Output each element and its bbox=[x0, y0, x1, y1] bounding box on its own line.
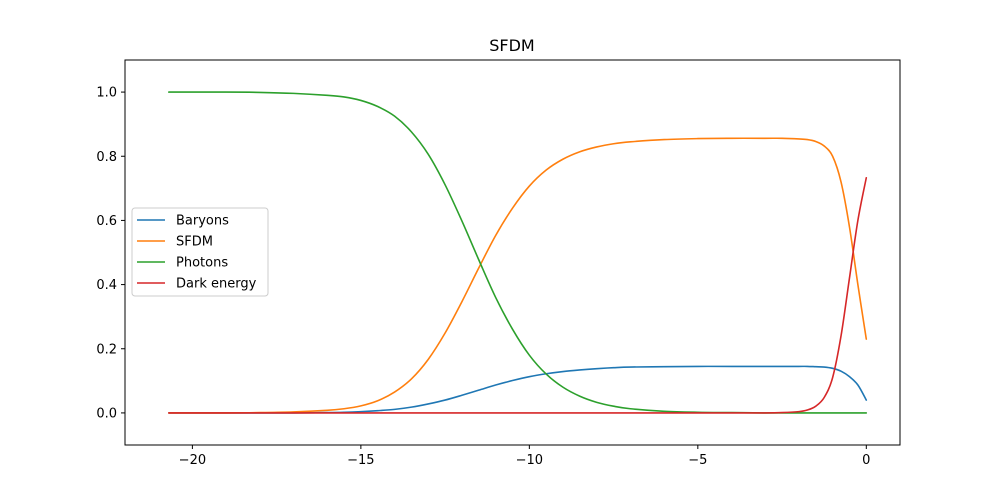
legend-label-photons: Photons bbox=[176, 256, 228, 271]
x-axis: −20 −15 −10 −5 0 bbox=[179, 445, 870, 468]
series-line-sfdm bbox=[168, 137, 868, 414]
y-tick-label: 0.4 bbox=[96, 278, 117, 293]
legend: Baryons SFDM Photons Dark energy bbox=[131, 207, 269, 297]
x-tick-label: 0 bbox=[862, 453, 870, 468]
x-tick-label: −10 bbox=[516, 453, 543, 468]
y-tick-label: 0.6 bbox=[96, 214, 117, 229]
y-tick-label: 0.2 bbox=[96, 342, 117, 357]
series-layer bbox=[168, 91, 868, 414]
legend-label-baryons: Baryons bbox=[176, 214, 229, 229]
y-tick-label: 0.8 bbox=[96, 150, 117, 165]
y-tick-label: 1.0 bbox=[96, 86, 117, 101]
plot-frame bbox=[124, 59, 901, 446]
chart-title: SFDM bbox=[489, 36, 534, 55]
series-line-dark-energy bbox=[168, 176, 868, 414]
x-tick-label: −5 bbox=[688, 453, 707, 468]
x-tick-label: −15 bbox=[347, 453, 374, 468]
series-line-photons bbox=[168, 91, 868, 414]
y-tick-label: 0.0 bbox=[96, 406, 117, 421]
series-line-baryons bbox=[168, 365, 868, 414]
legend-label-dark-energy: Dark energy bbox=[176, 277, 257, 292]
x-tick-label: −20 bbox=[179, 453, 206, 468]
legend-label-sfdm: SFDM bbox=[176, 235, 213, 250]
y-axis: 0.0 0.2 0.4 0.6 0.8 1.0 bbox=[96, 86, 125, 421]
legend-box bbox=[131, 207, 269, 297]
